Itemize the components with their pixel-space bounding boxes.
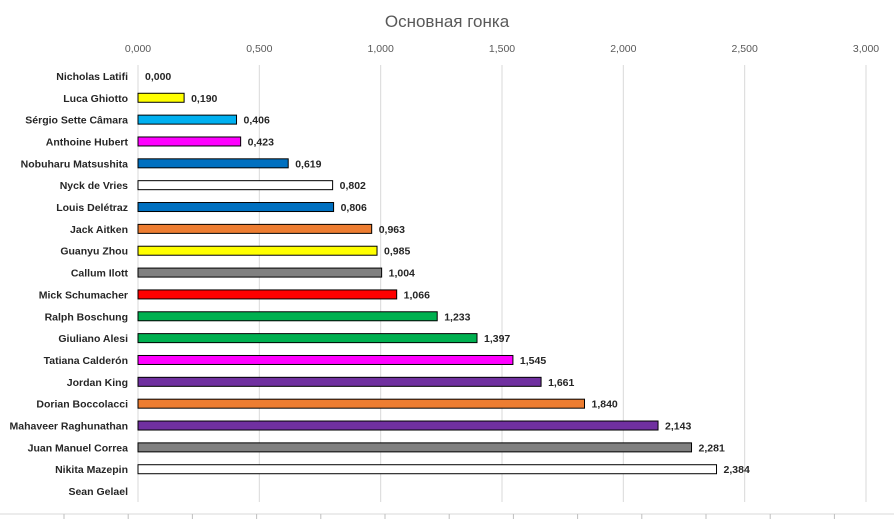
x-tick-label: 2,500 [732,43,758,55]
data-label: 2,143 [665,421,691,433]
data-label: 1,066 [404,289,430,301]
category-label: Jordan King [67,377,128,389]
category-label: Sérgio Sette Câmara [25,115,128,127]
x-axis-tick-labels: 0,000 0,500 1,000 1,500 2,000 2,500 3,000 [125,43,879,55]
data-label: 1,004 [389,268,415,280]
x-tick-label: 2,000 [610,43,636,55]
chart-title: Основная гонка [385,12,510,31]
bar [137,136,242,147]
data-label: 1,545 [520,355,546,367]
bar [137,223,373,234]
category-label: Mick Schumacher [39,289,128,301]
category-label: Louis Delétraz [56,202,128,214]
data-label: 2,384 [724,464,750,476]
data-label: 0,190 [191,93,217,105]
category-label: Nicholas Latifi [56,71,128,83]
bar [137,114,238,125]
data-label: 1,840 [592,399,618,411]
category-label: Tatiana Calderón [44,355,128,367]
data-label: 0,806 [341,202,367,214]
bar [137,333,478,344]
bar [137,354,514,365]
category-label: Anthoine Hubert [46,136,129,148]
category-label: Luca Ghiotto [63,93,128,105]
data-label: 0,985 [384,246,410,258]
data-label: 0,802 [340,180,366,192]
bars [137,92,718,475]
data-labels: 0,000 0,190 0,406 0,423 0,619 0,802 0,806 0,963… [145,71,750,476]
data-label: 2,281 [699,442,725,454]
category-label: Nobuharu Matsushita [21,158,128,170]
bar [137,202,335,213]
category-label: Guanyu Zhou [60,246,128,258]
category-label: Nikita Mazepin [55,464,128,476]
bar [137,267,383,278]
bar [137,420,659,431]
category-label: Nyck de Vries [60,180,128,192]
x-tick-label: 0,000 [125,43,151,55]
data-label: 1,233 [444,311,470,323]
bar [137,398,586,409]
category-label: Callum Ilott [71,268,129,280]
x-tick-label: 3,000 [853,43,879,55]
data-label: 0,619 [295,158,321,170]
data-label: 0,963 [379,224,405,236]
category-label: Giuliano Alesi [58,333,128,345]
data-label: 0,000 [145,71,171,83]
category-label: Jack Aitken [70,224,128,236]
data-label: 0,423 [248,136,274,148]
category-label: Mahaveer Raghunathan [10,421,128,433]
bar [137,92,185,103]
bar [137,442,693,453]
data-label: 1,661 [548,377,574,389]
bar [137,464,718,475]
x-tick-label: 0,500 [246,43,272,55]
category-label: Ralph Boschung [45,311,128,323]
gridlines [137,65,867,502]
bar [137,180,334,191]
data-label: 0,406 [244,115,270,127]
data-label: 1,397 [484,333,510,345]
x-tick-label: 1,500 [489,43,515,55]
bar [137,158,289,169]
bar [137,376,542,387]
bar [137,289,398,300]
bar [137,245,378,256]
bar [137,311,438,322]
category-label: Sean Gelael [68,486,128,498]
category-label: Dorian Boccolacci [36,399,128,411]
category-label: Juan Manuel Correa [28,442,129,454]
bottom-axis [0,513,894,519]
category-labels: Nicholas Latifi Luca Ghiotto Sérgio Sette … [10,71,129,498]
x-tick-label: 1,000 [368,43,394,55]
